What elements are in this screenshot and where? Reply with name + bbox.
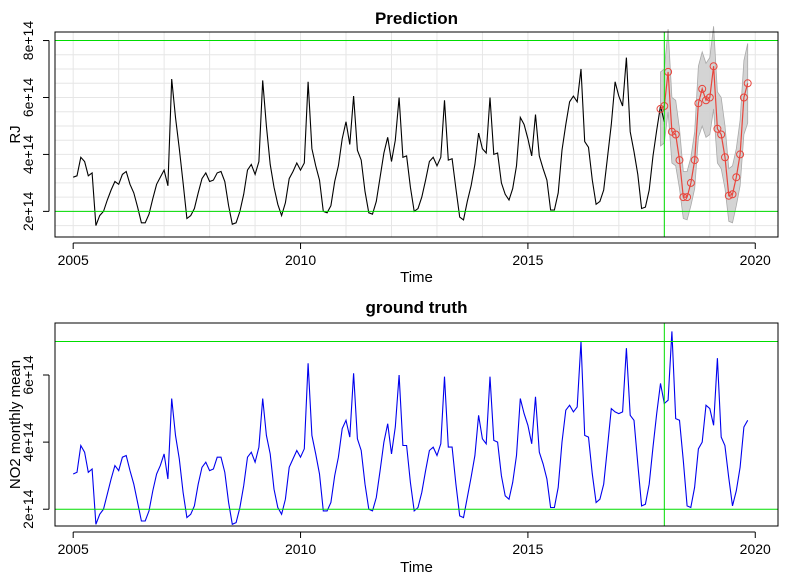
prediction-point (694, 99, 703, 108)
prediction-point (717, 130, 726, 139)
y-tick-label: 2e+14 (20, 192, 36, 232)
prediction-point (724, 191, 733, 200)
prediction-point (743, 79, 752, 88)
prediction-point (683, 193, 692, 202)
y-tick-label: 4e+14 (20, 135, 36, 175)
x-tick-label: 2005 (58, 541, 89, 557)
prediction-point (671, 130, 680, 139)
prediction-point (698, 84, 707, 93)
chart-title: Prediction (375, 9, 458, 28)
y-tick-label: 6e+14 (20, 78, 36, 118)
prediction-point (736, 150, 745, 159)
prediction-point (686, 178, 695, 187)
x-tick-label: 2020 (740, 541, 771, 557)
x-tick-label: 2005 (58, 252, 89, 268)
x-axis: 2005 2010 2015 2020 (58, 531, 771, 557)
x-axis-label: Time (400, 559, 433, 576)
ground-truth-panel: ground truth Time NO2 monthly mean 2005 2… (7, 298, 779, 576)
prediction-point (705, 93, 714, 102)
y-tick-label: 2e+14 (20, 489, 36, 529)
y-tick-label: 4e+14 (20, 422, 36, 462)
prediction-point (728, 190, 737, 199)
y-axis: 2e+14 4e+14 6e+14 8e+14 (20, 21, 50, 232)
x-tick-label: 2015 (512, 541, 543, 557)
prediction-point (732, 173, 741, 182)
prediction-point (709, 62, 718, 71)
y-axis-label: NO2 monthly mean (7, 360, 24, 489)
prediction-panel: Prediction Time RJ 2005 2010 2015 2020 2e+14… (7, 9, 779, 286)
prediction-point (721, 153, 729, 162)
y-axis-label: RJ (7, 125, 24, 143)
x-tick-label: 2010 (285, 252, 316, 268)
chart-title: ground truth (366, 298, 468, 317)
series-line (73, 57, 665, 226)
y-axis: 2e+14 4e+14 6e+14 (20, 355, 50, 529)
prediction-point (739, 93, 748, 102)
prediction-point (675, 156, 684, 165)
prediction-point (679, 193, 688, 202)
plot-frame (54, 322, 779, 527)
prediction-point (713, 124, 722, 133)
x-tick-label: 2020 (740, 252, 771, 268)
x-axis-label: Time (400, 269, 433, 286)
x-axis: 2005 2010 2015 2020 (58, 242, 771, 268)
prediction-point (690, 156, 699, 165)
y-tick-label: 6e+14 (20, 355, 36, 395)
plot-frame (54, 31, 779, 238)
prediction-interval-band (660, 26, 749, 224)
y-tick-label: 8e+14 (20, 21, 36, 61)
x-tick-label: 2010 (285, 541, 316, 557)
x-tick-label: 2015 (512, 252, 543, 268)
